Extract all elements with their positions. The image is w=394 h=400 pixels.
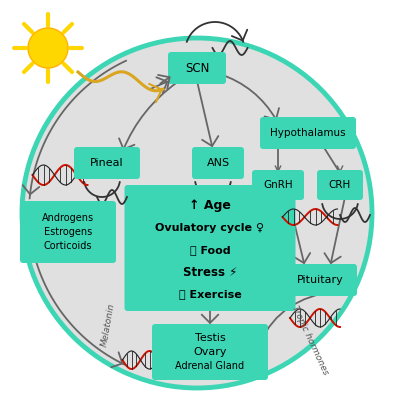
Text: Corticoids: Corticoids: [44, 241, 92, 251]
FancyBboxPatch shape: [192, 147, 244, 179]
FancyBboxPatch shape: [152, 324, 268, 380]
Text: Hypothalamus: Hypothalamus: [270, 128, 346, 138]
Text: 🏃 Exercise: 🏃 Exercise: [178, 289, 242, 299]
Text: Androgens: Androgens: [42, 213, 94, 223]
Text: ANS: ANS: [206, 158, 230, 168]
FancyBboxPatch shape: [252, 170, 304, 200]
Text: Melatonin: Melatonin: [100, 302, 116, 348]
Text: Stress ⚡: Stress ⚡: [183, 266, 237, 278]
Circle shape: [28, 28, 68, 68]
FancyBboxPatch shape: [20, 201, 116, 263]
Text: Tropic hormones: Tropic hormones: [290, 304, 330, 376]
Text: Ovary: Ovary: [193, 347, 227, 357]
FancyBboxPatch shape: [74, 147, 140, 179]
Text: Ovulatory cycle ♀: Ovulatory cycle ♀: [156, 223, 264, 233]
FancyBboxPatch shape: [317, 170, 363, 200]
Text: Estrogens: Estrogens: [44, 227, 92, 237]
Text: Testis: Testis: [195, 333, 225, 343]
Text: 🍔 Food: 🍔 Food: [190, 245, 230, 255]
Text: Adrenal Gland: Adrenal Gland: [175, 361, 245, 371]
FancyBboxPatch shape: [125, 185, 296, 311]
FancyBboxPatch shape: [283, 264, 357, 296]
Text: Pineal: Pineal: [90, 158, 124, 168]
Text: Pituitary: Pituitary: [297, 275, 344, 285]
Text: CRH: CRH: [329, 180, 351, 190]
Text: SCN: SCN: [185, 62, 209, 74]
FancyBboxPatch shape: [168, 52, 226, 84]
Text: ↑ Age: ↑ Age: [189, 200, 231, 212]
Circle shape: [22, 38, 372, 388]
Text: GnRH: GnRH: [263, 180, 293, 190]
FancyBboxPatch shape: [260, 117, 356, 149]
